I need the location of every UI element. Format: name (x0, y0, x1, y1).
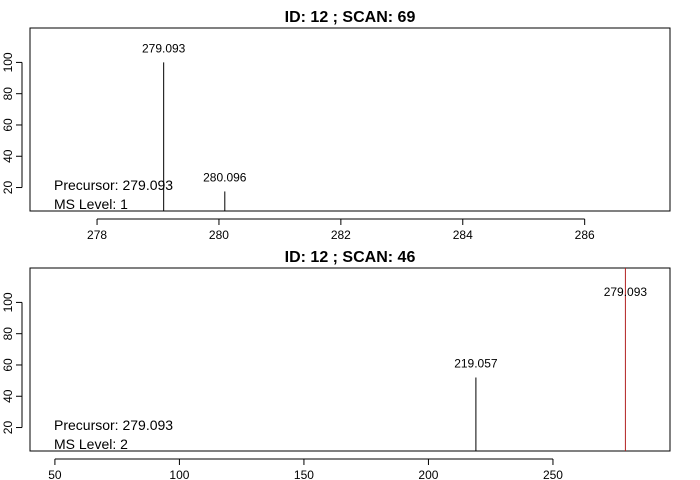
y-tick-label: 60 (1, 118, 15, 132)
peak-label: 280.096 (203, 170, 247, 184)
precursor-annotation: Precursor: 279.093 (54, 177, 173, 193)
x-tick-label: 282 (331, 228, 351, 242)
plot-frame (29, 27, 671, 212)
x-tick-label: 100 (169, 468, 189, 480)
x-tick-label: 286 (575, 228, 595, 242)
x-tick-label: 284 (453, 228, 473, 242)
x-tick-label: 150 (294, 468, 314, 480)
y-tick-label: 60 (1, 358, 15, 372)
x-tick-label: 50 (48, 468, 62, 480)
x-tick-label: 200 (418, 468, 438, 480)
y-tick-label: 80 (1, 327, 15, 341)
ms-level-annotation: MS Level: 2 (54, 436, 128, 452)
precursor-label: 279.093 (604, 285, 648, 299)
plot-frame (29, 267, 671, 452)
chart-title: ID: 12 ; SCAN: 69 (285, 9, 416, 26)
y-tick-label: 40 (1, 149, 15, 163)
y-tick-label: 20 (1, 421, 15, 435)
spectrum-panel-scan-69: ID: 12 ; SCAN: 69 278 280 282 284 286 20 40 60 80… (1, 9, 671, 242)
y-tick-label: 100 (1, 292, 15, 312)
x-tick-label: 280 (209, 228, 229, 242)
y-tick-label: 100 (1, 52, 15, 72)
spectrum-panel-scan-46: ID: 12 ; SCAN: 46 50 100 150 200 250 20 40 60 80 1… (1, 249, 671, 480)
ms-level-annotation: MS Level: 1 (54, 196, 128, 212)
y-tick-label: 40 (1, 389, 15, 403)
peak-label: 219.057 (454, 356, 498, 370)
y-tick-label: 20 (1, 181, 15, 195)
x-tick-label: 278 (87, 228, 107, 242)
peak-label: 279.093 (142, 41, 186, 55)
y-tick-label: 80 (1, 87, 15, 101)
precursor-annotation: Precursor: 279.093 (54, 417, 173, 433)
x-tick-label: 250 (543, 468, 563, 480)
chart-title: ID: 12 ; SCAN: 46 (285, 249, 416, 266)
